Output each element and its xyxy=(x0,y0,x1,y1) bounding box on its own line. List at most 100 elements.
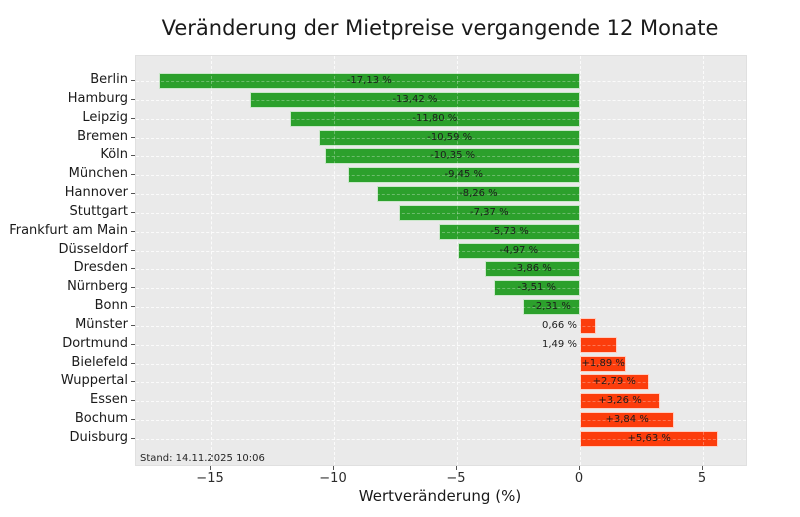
y-axis-label-stuttgart: Stuttgart xyxy=(69,203,128,219)
gridline-horizontal-overlay xyxy=(136,231,746,233)
y-tick-mark xyxy=(131,117,135,119)
y-axis-label-d-sseldorf: Düsseldorf xyxy=(58,241,128,257)
y-tick-mark xyxy=(131,400,135,402)
gridline-horizontal-overlay xyxy=(136,344,746,346)
bar-dortmund xyxy=(579,336,617,353)
y-axis-label-m-nster: Münster xyxy=(75,316,128,332)
bar-hannover xyxy=(376,186,580,203)
y-tick-mark xyxy=(131,211,135,213)
plot-area: Stand: 14.11.2025 10:06 -17,13 % -13,42 %… xyxy=(135,55,747,466)
gridline-horizontal-overlay xyxy=(136,156,746,158)
bar-value-label: -7,37 % xyxy=(470,206,509,218)
gridline-vertical-overlay xyxy=(456,56,458,465)
y-tick-mark xyxy=(131,306,135,308)
bar-value-label: -3,86 % xyxy=(513,263,552,275)
y-tick-mark xyxy=(131,268,135,270)
y-tick-mark xyxy=(131,136,135,138)
y-tick-mark xyxy=(131,80,135,81)
bar-value-label: -2,31 % xyxy=(532,301,571,313)
x-tick-label: −5 xyxy=(446,471,466,486)
gridline-horizontal-overlay xyxy=(136,175,746,177)
gridline-vertical xyxy=(211,56,213,465)
bar-value-label: -10,35 % xyxy=(430,150,476,162)
x-tick-mark xyxy=(578,466,580,470)
gridline-horizontal-overlay xyxy=(136,288,746,290)
y-tick-mark xyxy=(131,98,135,100)
y-axis-label-essen: Essen xyxy=(90,392,128,408)
y-tick-mark xyxy=(131,287,135,289)
x-tick-label: 5 xyxy=(697,471,707,486)
bar-value-label: -8,26 % xyxy=(459,188,498,200)
bar-value-label: -9,45 % xyxy=(444,169,484,181)
gridline-horizontal-overlay xyxy=(136,194,746,196)
y-tick-mark xyxy=(131,419,135,421)
bar-bremen xyxy=(319,129,580,146)
bar-value-label: -11,80 % xyxy=(412,112,458,124)
gridline-horizontal xyxy=(136,420,746,422)
bar-value-label: -4,97 % xyxy=(499,244,539,256)
gridline-horizontal-overlay xyxy=(136,137,746,139)
gridline-horizontal-overlay xyxy=(136,81,746,82)
y-axis-label-hannover: Hannover xyxy=(64,185,128,201)
gridline-horizontal-overlay xyxy=(136,118,746,120)
gridline-horizontal-overlay xyxy=(136,307,746,309)
bar-bochum xyxy=(579,412,675,429)
gridline-horizontal-overlay xyxy=(136,438,746,440)
y-axis-label-dortmund: Dortmund xyxy=(62,335,128,351)
bar-value-label: 0,66 % xyxy=(542,319,577,331)
bar-value-label: -13,42 % xyxy=(392,93,438,105)
timestamp-annotation: Stand: 14.11.2025 10:06 xyxy=(140,453,265,464)
bar-bielefeld xyxy=(579,355,627,372)
gridline-horizontal-overlay xyxy=(136,382,746,384)
bar-value-label: -5,73 % xyxy=(490,225,529,237)
bar-duisburg xyxy=(579,430,719,447)
bar-n-rnberg xyxy=(493,280,580,297)
y-tick-mark xyxy=(131,362,135,364)
gridline-horizontal xyxy=(136,401,746,403)
bar-leipzig xyxy=(289,110,580,127)
y-axis-label-hamburg: Hamburg xyxy=(67,90,128,106)
bar-bonn xyxy=(523,299,580,316)
y-axis-label-bonn: Bonn xyxy=(94,298,128,314)
bar-value-label: +3,26 % xyxy=(598,395,642,407)
x-tick-label: 0 xyxy=(574,471,584,486)
gridline-horizontal xyxy=(136,269,746,271)
gridline-vertical-overlay xyxy=(211,56,213,465)
bar-essen xyxy=(579,393,661,410)
gridline-horizontal xyxy=(136,438,746,440)
gridline-horizontal-overlay xyxy=(136,250,746,252)
y-tick-mark xyxy=(131,155,135,157)
gridline-horizontal xyxy=(136,344,746,346)
y-axis-label-frankfurt-am-main: Frankfurt am Main xyxy=(9,222,128,238)
bar-stuttgart xyxy=(398,204,580,221)
y-axis-label-k-ln: Köln xyxy=(100,147,128,163)
y-tick-mark xyxy=(131,174,135,176)
chart-title: Veränderung der Mietpreise vergangende 1… xyxy=(161,16,719,40)
gridline-horizontal-overlay xyxy=(136,269,746,271)
x-tick-label: −15 xyxy=(196,471,224,486)
gridline-horizontal xyxy=(136,382,746,384)
y-tick-mark xyxy=(131,230,135,232)
bar-m-nchen xyxy=(347,167,580,184)
gridline-vertical xyxy=(702,56,704,465)
gridline-horizontal-overlay xyxy=(136,99,746,101)
x-tick-label: −10 xyxy=(319,471,347,486)
y-axis-label-dresden: Dresden xyxy=(73,260,128,276)
x-axis-label: Wertveränderung (%) xyxy=(358,487,522,505)
gridline-horizontal xyxy=(136,363,746,365)
y-tick-mark xyxy=(131,381,135,383)
y-axis-label-duisburg: Duisburg xyxy=(69,429,129,445)
y-axis-label-berlin: Berlin xyxy=(90,72,128,87)
bar-wuppertal xyxy=(579,374,649,391)
bar-value-label: 1,49 % xyxy=(542,338,577,350)
x-tick-mark xyxy=(455,466,457,470)
x-tick-mark xyxy=(210,466,212,470)
x-tick-mark xyxy=(333,466,334,470)
y-tick-mark xyxy=(131,437,135,439)
y-axis-label-bielefeld: Bielefeld xyxy=(71,354,128,370)
bar-value-label: -17,13 % xyxy=(346,75,392,86)
bar-value-label: +2,79 % xyxy=(592,376,636,388)
gridline-horizontal-overlay xyxy=(136,420,746,422)
gridline-vertical-overlay xyxy=(702,56,704,465)
